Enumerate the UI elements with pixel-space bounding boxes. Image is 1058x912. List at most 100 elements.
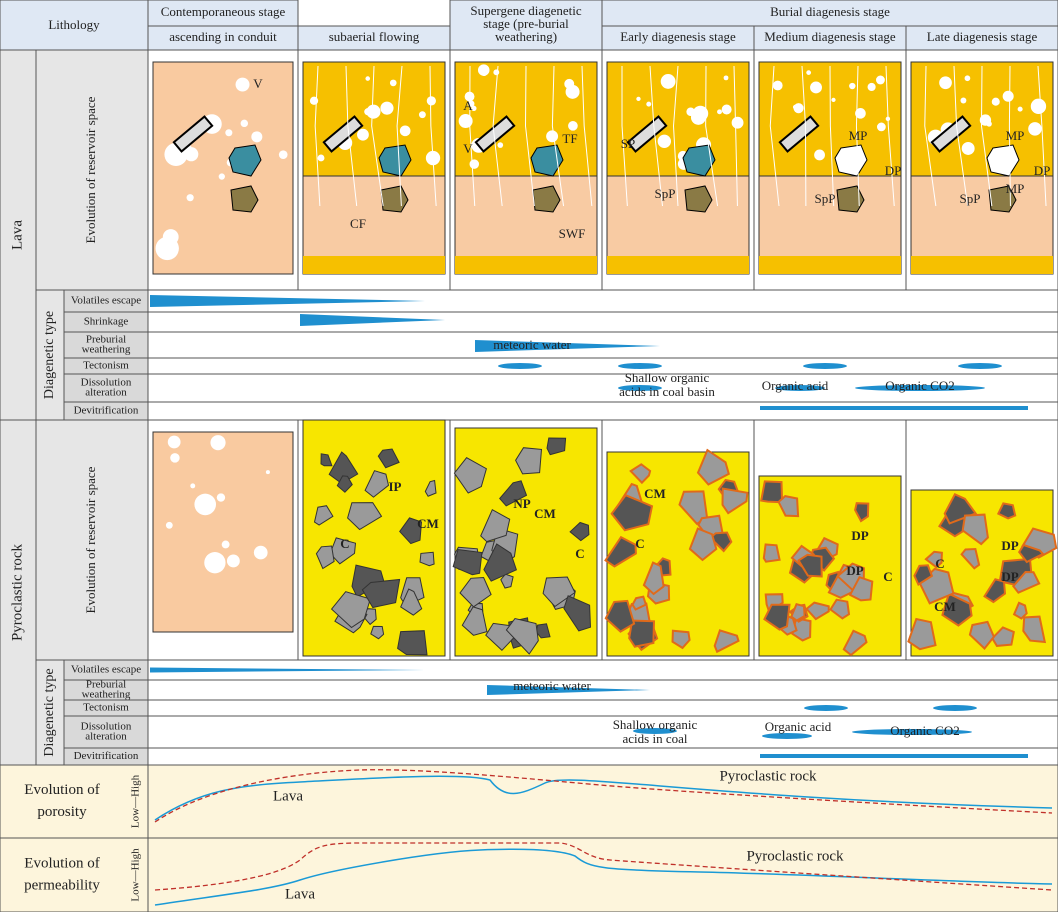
vesicle bbox=[458, 114, 473, 129]
substage-title: ascending in conduit bbox=[169, 29, 277, 44]
clast bbox=[336, 475, 353, 493]
vesicle bbox=[240, 119, 249, 128]
evolution-label: porosity bbox=[37, 804, 87, 820]
rock-band bbox=[303, 256, 445, 274]
image-label: DP bbox=[1001, 569, 1018, 584]
header-cell bbox=[147, 0, 299, 27]
evolution-label: Evolution of bbox=[24, 855, 99, 871]
vesicle bbox=[155, 236, 179, 261]
process-mark bbox=[762, 733, 812, 739]
clast bbox=[713, 629, 740, 654]
vesicle bbox=[636, 96, 641, 102]
fracture bbox=[1037, 65, 1047, 207]
process-mark bbox=[803, 363, 847, 369]
substage-title: Medium diagenesis stage bbox=[764, 29, 896, 44]
vesicle bbox=[772, 80, 783, 91]
row-label-cell bbox=[63, 373, 149, 403]
evolution-label: permeability bbox=[24, 877, 100, 893]
crystal bbox=[930, 115, 972, 153]
clast bbox=[760, 480, 784, 504]
vesicle bbox=[979, 114, 992, 126]
vesicle bbox=[568, 120, 578, 131]
clast bbox=[320, 453, 333, 467]
row-label: Tectonism bbox=[83, 360, 129, 372]
vesicle bbox=[278, 150, 288, 160]
vesicle bbox=[190, 483, 196, 489]
process-bar bbox=[760, 754, 1028, 758]
vesicle bbox=[226, 554, 240, 568]
clast bbox=[991, 626, 1015, 647]
clast bbox=[941, 592, 973, 627]
fracture bbox=[980, 65, 993, 207]
process-arrow bbox=[150, 667, 425, 673]
mineral bbox=[530, 144, 564, 177]
crystal bbox=[778, 115, 820, 153]
rock-band bbox=[455, 256, 597, 274]
process-arrow bbox=[150, 295, 425, 307]
vesicle bbox=[366, 104, 381, 119]
clast bbox=[629, 463, 652, 485]
crystal bbox=[626, 115, 668, 153]
vesicle bbox=[1028, 122, 1042, 136]
substage-title: subaerial flowing bbox=[329, 29, 420, 44]
curve-label: Pyroclastic rock bbox=[719, 768, 817, 784]
process-bar bbox=[760, 406, 1028, 410]
image-label: DP bbox=[1001, 538, 1018, 553]
clast bbox=[315, 545, 335, 570]
vesicle bbox=[469, 159, 480, 169]
fracture bbox=[673, 65, 679, 207]
section-cell bbox=[35, 659, 65, 766]
vesicle bbox=[960, 97, 967, 104]
vesicle bbox=[721, 104, 732, 115]
annotation: acids in coal basin bbox=[619, 384, 715, 399]
rock-panel bbox=[302, 61, 446, 177]
stage-title: Supergene diagenetic bbox=[470, 3, 582, 18]
vesicle bbox=[1030, 98, 1047, 114]
vesicle bbox=[418, 111, 426, 119]
vesicle bbox=[204, 552, 226, 574]
vesicle bbox=[380, 101, 394, 115]
image-label: SP bbox=[621, 136, 635, 151]
clast bbox=[329, 537, 357, 565]
vesicle bbox=[216, 493, 226, 502]
reservoir-label: Evolution of reservoir space bbox=[83, 96, 98, 243]
clast bbox=[480, 508, 511, 543]
vesicle bbox=[399, 125, 411, 137]
mineral bbox=[836, 185, 865, 213]
image-label: MP bbox=[849, 128, 868, 143]
header-cell bbox=[601, 25, 755, 51]
row-cell bbox=[147, 401, 1058, 421]
diagenetic-label: Diagenetic type bbox=[42, 311, 57, 399]
vesicle bbox=[717, 109, 722, 115]
clast bbox=[790, 603, 806, 622]
vesicle bbox=[961, 142, 975, 155]
image-label: SpP bbox=[815, 191, 836, 206]
row-label: weathering bbox=[82, 344, 131, 356]
clast bbox=[499, 480, 528, 507]
header-cell bbox=[297, 25, 451, 51]
clast bbox=[351, 564, 385, 598]
evolution-axis: Low—High bbox=[130, 848, 142, 902]
clast bbox=[1012, 601, 1028, 620]
vesicle bbox=[810, 81, 822, 94]
mineral bbox=[988, 185, 1017, 213]
stage-title: Burial diagenesis stage bbox=[770, 4, 890, 19]
clast bbox=[983, 578, 1007, 604]
vesicle bbox=[831, 97, 836, 103]
annotation: Organic acid bbox=[765, 719, 832, 734]
process-mark bbox=[958, 363, 1002, 369]
vesicle bbox=[493, 69, 500, 76]
stage-title: stage (pre-burial bbox=[483, 16, 569, 31]
vesicle bbox=[692, 105, 709, 122]
image-label: SpP bbox=[960, 191, 981, 206]
clast bbox=[542, 576, 576, 608]
row-label: Preburial bbox=[86, 679, 126, 691]
image-label: V bbox=[253, 76, 263, 91]
lava-curve bbox=[154, 848, 1053, 906]
evolution-label-cell bbox=[0, 837, 149, 912]
clast bbox=[642, 561, 665, 596]
image-label: CM bbox=[417, 516, 439, 531]
row-label: alteration bbox=[85, 387, 127, 399]
clast bbox=[924, 550, 943, 569]
row-label: Devitrification bbox=[74, 750, 139, 762]
